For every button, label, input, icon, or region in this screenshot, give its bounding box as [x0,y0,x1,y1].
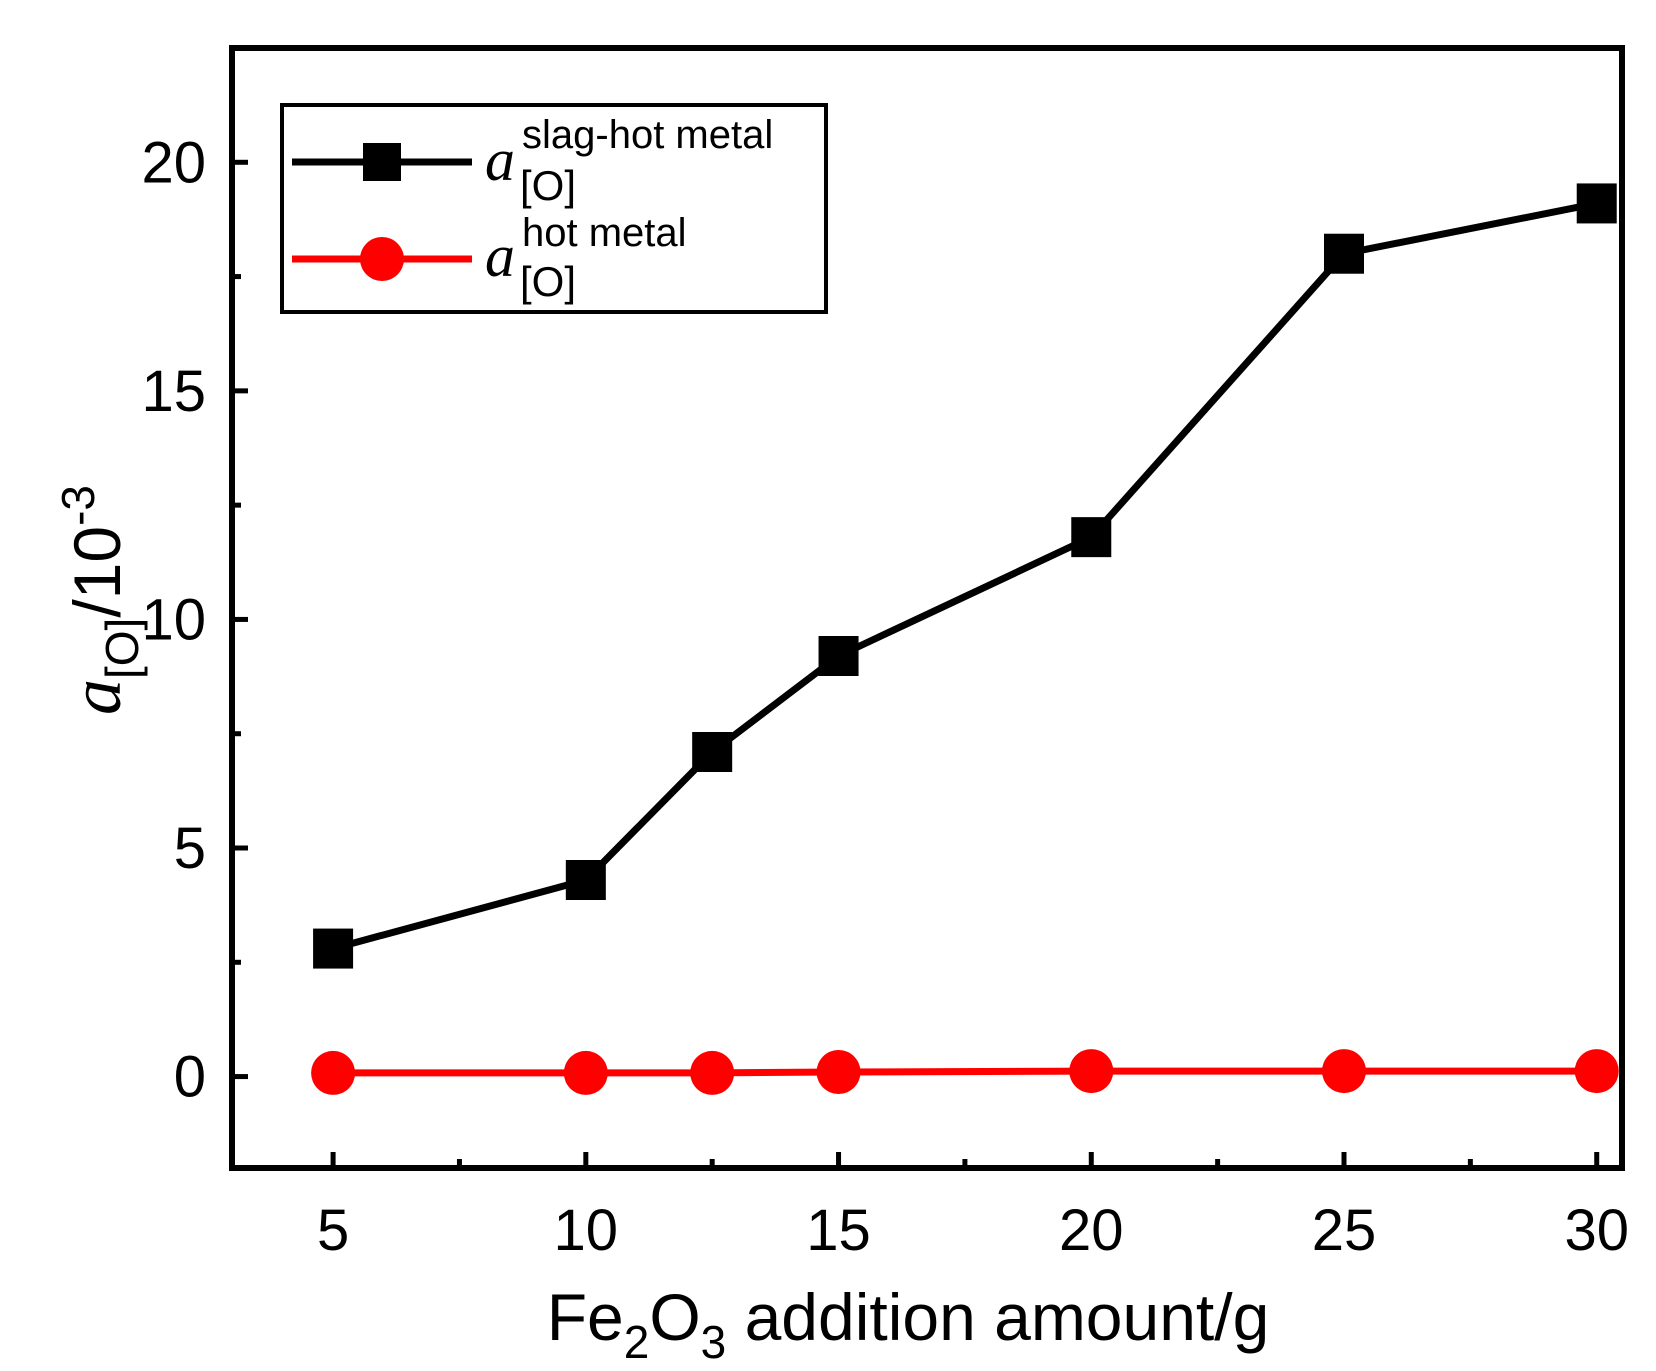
legend-superscript: slag-hot metal [522,113,773,157]
legend-superscript: hot metal [522,211,687,255]
y-label-symbol: a [56,679,136,715]
data-point-square [313,928,354,969]
legend-entry-hot-metal: a hot metal [O] [292,211,687,305]
y-tick-label: 20 [141,130,206,195]
x-label-sub2: 3 [701,1316,727,1368]
x-label-o: O [649,1280,700,1354]
legend-subscript: [O] [520,258,576,305]
series-line-hot-metal [333,1067,1597,1077]
y-axis-label: a[O]/10-3 [52,485,148,715]
y-tick-label: 5 [174,816,206,881]
axis-ticks: 5 10 15 20 25 30 0 5 10 15 20 [141,130,1629,1263]
data-point-circle [816,1050,861,1094]
y-tick-label: 15 [141,359,206,424]
x-axis-label: Fe2O3 addition amount/g [547,1280,1270,1368]
x-tick-label: 5 [317,1198,349,1263]
data-point-circle [690,1050,735,1095]
data-point-square [1576,183,1617,224]
y-tick-label: 10 [141,587,206,652]
legend-symbol-a: a [485,223,515,289]
data-point-circle [1574,1049,1619,1094]
data-point-circle [1322,1049,1366,1094]
data-point-square [1324,233,1364,274]
series-group [311,183,1619,1095]
y-tick-label: 0 [174,1045,206,1110]
legend-marker-square [363,143,401,181]
data-point-square [565,860,606,900]
series-line-slag-hot-metal [332,199,1598,952]
data-point-square [1071,517,1112,558]
legend-marker-circle [360,237,404,281]
y-label-rest: /10 [60,526,134,618]
data-point-circle [1069,1049,1114,1094]
legend: a slag-hot metal [O] a hot metal [O] [280,103,828,314]
x-tick-label: 20 [1059,1198,1124,1263]
data-point-square [692,732,733,772]
data-point-circle [563,1050,608,1095]
legend-subscript: [O] [520,162,576,209]
y-label-sup: -3 [52,485,104,526]
x-tick-label: 25 [1312,1198,1377,1263]
legend-symbol-a: a [485,127,515,193]
data-point-circle [311,1050,356,1095]
y-label-sub: [O] [96,618,148,679]
x-label-fe: Fe [547,1280,624,1354]
data-point-square [818,636,859,676]
x-tick-label: 10 [554,1198,619,1263]
x-tick-label: 15 [806,1198,871,1263]
legend-entry-slag-hot-metal: a slag-hot metal [O] [292,113,773,209]
x-label-sub1: 2 [624,1316,650,1368]
x-tick-label: 30 [1564,1198,1629,1263]
plot-frame [229,45,1625,1171]
x-label-rest: addition amount/g [726,1280,1269,1354]
